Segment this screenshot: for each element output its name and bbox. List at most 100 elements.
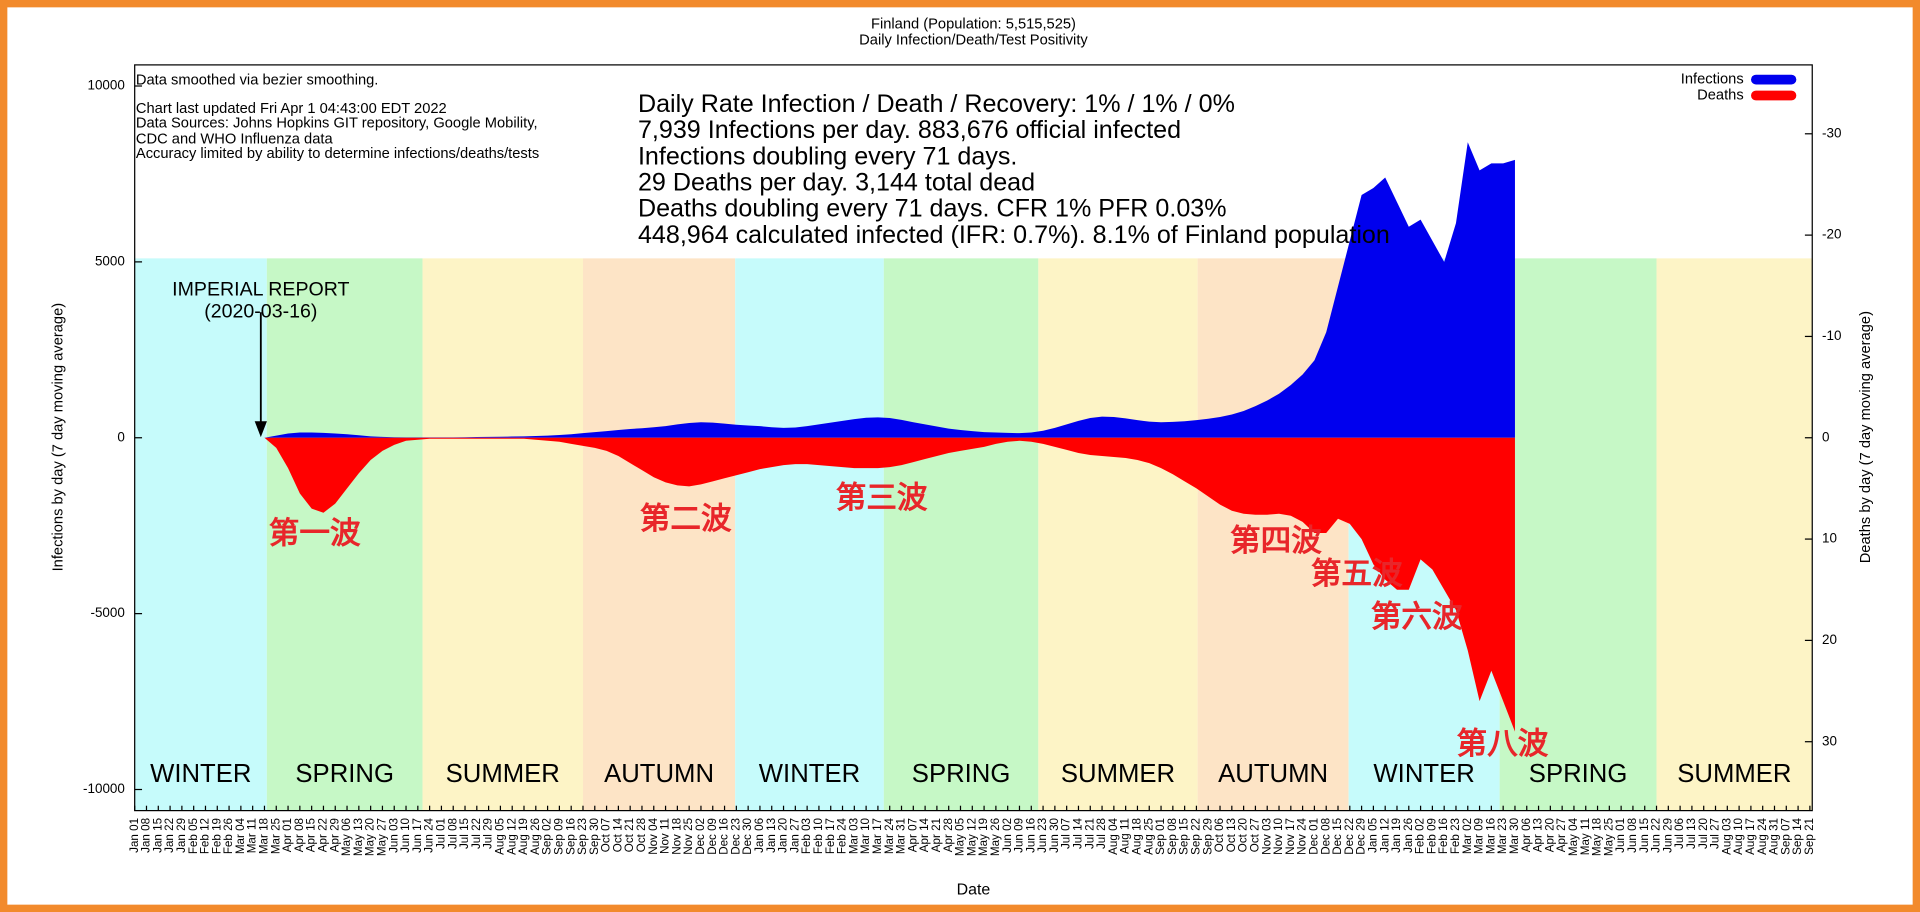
x-tick-label: Feb 17 [824,818,837,854]
x-tick-label: Feb 09 [1425,818,1438,854]
x-tick-label: Aug 04 [1107,817,1120,854]
wave-label: 第四波 [1230,523,1322,559]
x-tick-label: Dec 22 [1343,818,1356,855]
x-tick-label: Nov 25 [682,818,695,855]
x-tick-label: Dec 15 [1331,818,1344,855]
x-tick-label: Nov 17 [1284,818,1297,855]
x-tick-label: Aug 19 [517,818,530,855]
y-tick-label: 0 [117,429,124,444]
x-tick-label: Nov 24 [1296,817,1309,854]
x-tick-label: Aug 12 [505,818,518,855]
x-tick-label: Sep 02 [541,818,554,855]
x-tick-label: Jul 08 [446,818,459,849]
x-tick-label: May 11 [1579,818,1592,855]
y2-tick-label: 20 [1822,632,1837,647]
x-tick-label: Oct 21 [623,818,636,852]
x-tick-label: Mar 11 [246,818,259,853]
x-tick-label: Jul 07 [1060,818,1073,849]
y-tick-label: -10000 [83,781,125,796]
stat-line: Deaths doubling every 71 days. CFR 1% PF… [638,195,1227,223]
x-tick-label: Nov 18 [670,818,683,855]
x-tick-label: Sep 15 [1178,818,1191,855]
x-tick-label: Jun 29 [1661,818,1674,853]
x-tick-label: Apr 08 [293,818,306,852]
x-tick-label: Apr 21 [930,818,943,852]
x-tick-label: Mar 25 [269,818,282,854]
x-tick-label: Jan 01 [128,818,141,853]
x-tick-label: Jun 30 [1048,817,1061,852]
x-tick-label: Sep 08 [1166,818,1179,855]
x-tick-label: Mar 17 [871,818,884,854]
x-tick-label: Oct 13 [1225,818,1238,852]
x-tick-label: Feb 12 [199,818,212,854]
season-label: SPRING [295,760,394,788]
season-band [735,258,884,811]
x-tick-label: Feb 24 [836,817,849,854]
info-line: Data smoothed via bezier smoothing. [136,73,378,89]
x-tick-label: Jun 16 [1024,818,1037,853]
x-tick-label: Apr 22 [317,818,330,852]
x-tick-label: Jul 21 [1083,818,1096,849]
x-tick-label: Dec 08 [1319,818,1332,855]
x-tick-label: Nov 04 [647,817,660,854]
legend-label: Deaths [1697,87,1744,103]
wave-label: 第八波 [1457,726,1549,762]
x-tick-label: Jan 27 [788,818,801,853]
x-tick-label: Nov 11 [659,818,672,854]
season-label: AUTUMN [604,760,714,788]
x-tick-label: Dec 29 [1355,818,1368,855]
x-tick-label: May 12 [965,818,978,856]
chart-title: Finland (Population: 5,515,525) [871,16,1076,32]
x-tick-label: Jun 15 [1638,818,1651,853]
x-tick-label: Feb 23 [1449,818,1462,854]
x-axis-title: Date [957,881,991,898]
x-tick-label: Sep 07 [1779,818,1792,855]
season-band [1038,258,1198,811]
x-tick-label: Mar 30 [1508,817,1521,854]
season-band [1656,258,1813,811]
x-tick-label: Oct 06 [1213,818,1226,852]
season-label: WINTER [150,760,251,788]
x-tick-label: Aug 18 [1131,818,1144,855]
season-label: SPRING [1529,760,1628,788]
x-tick-label: Nov 03 [1260,818,1273,855]
x-tick-label: Jul 22 [470,818,483,849]
x-tick-label: Sep 30 [588,817,601,854]
season-band [266,258,423,811]
x-tick-label: May 18 [1591,818,1604,856]
x-tick-label: Apr 06 [1520,818,1533,852]
x-tick-label: Jun 08 [1626,818,1639,853]
x-tick-label: Jan 13 [765,818,778,853]
plot-areas [134,142,1515,732]
x-tick-label: Jan 05 [1366,818,1379,853]
x-tick-label: Sep 16 [564,818,577,855]
info-line: Accuracy limited by ability to determine… [136,146,539,162]
x-tick-label: Jul 13 [1685,818,1698,849]
x-tick-label: Jan 22 [163,818,176,853]
x-tick-label: Sep 21 [1803,818,1816,855]
area-0 [134,142,1515,438]
season-label: AUTUMN [1218,760,1328,788]
foreground: WINTER SPRING SUMMER AUTUMN WINTER SPRING SUMM… [51,16,1874,898]
x-tick-label: May 25 [1602,818,1615,856]
x-tick-label: Jun 09 [1013,818,1026,853]
x-tick-label: Jan 12 [1378,818,1391,853]
x-tick-label: May 06 [340,818,353,856]
x-tick-label: May 26 [989,818,1002,856]
wave-label: 第三波 [836,480,928,516]
x-tick-label: Jul 27 [1709,818,1722,849]
y2-tick-label: -30 [1822,125,1841,140]
x-tick-label: Feb 16 [1437,818,1450,854]
x-tick-label: Sep 22 [1190,818,1203,855]
x-tick-label: Aug 24 [1756,817,1769,854]
x-tick-label: Jan 08 [140,818,153,853]
legend-swatch [1751,74,1797,85]
x-tick-label: Jan 20 [777,817,790,852]
x-tick-label: Sep 09 [552,818,565,855]
x-tick-label: Oct 28 [635,818,648,852]
info-line: Data Sources: Johns Hopkins GIT reposito… [136,116,538,132]
event-arrowhead [254,421,267,438]
x-tick-label: Mar 04 [234,817,247,854]
